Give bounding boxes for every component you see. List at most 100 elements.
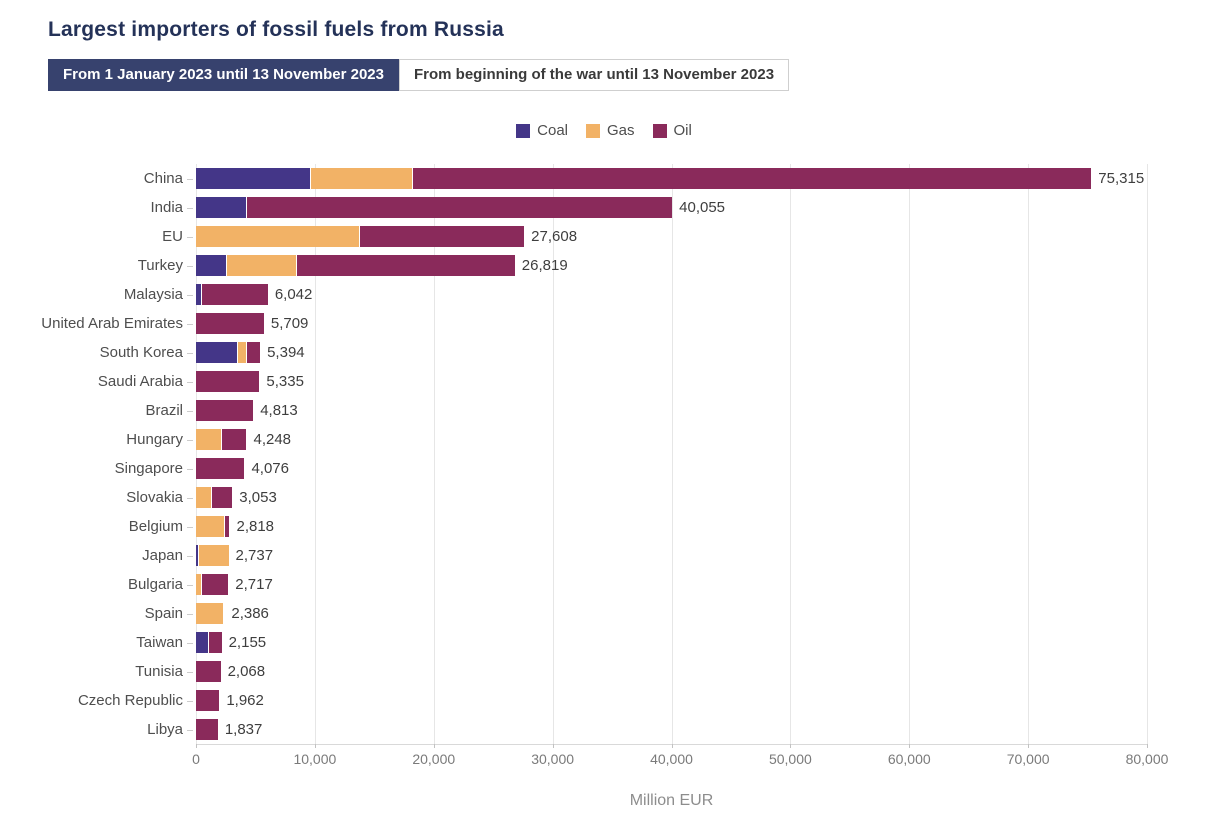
bar-value-label: 4,076 (251, 460, 289, 477)
country-label: Brazil (0, 402, 196, 419)
page-title: Largest importers of fossil fuels from R… (48, 18, 504, 41)
segment-oil (196, 719, 218, 740)
bar-row-bulgaria: Bulgaria 2,717 (0, 570, 1147, 599)
segment-oil (196, 400, 254, 421)
bar-row-china: China 75,315 (0, 164, 1147, 193)
segment-oil (245, 197, 673, 218)
chart-legend: Coal Gas Oil (0, 122, 1208, 139)
stacked-bar-chart: China 75,315 India 40,055 EU 27,608 Turkey 26,8… (0, 164, 1168, 810)
bar-row-singapore: Singapore 4,076 (0, 454, 1147, 483)
bar-value-label: 2,737 (235, 547, 274, 564)
bar-track: 6,042 (196, 284, 1147, 305)
axis-tick-label: 60,000 (887, 751, 931, 767)
stacked-bar (196, 632, 222, 653)
stacked-bar (196, 168, 1092, 189)
page: Largest importers of fossil fuels from R… (0, 18, 1208, 821)
stacked-bar (196, 400, 254, 421)
segment-oil (220, 429, 247, 450)
segment-oil (210, 487, 233, 508)
axis-tick-label: 80,000 (1125, 751, 1169, 767)
axis-tick (196, 744, 197, 748)
country-label: Libya (0, 721, 196, 738)
country-label: India (0, 199, 196, 216)
country-label: Turkey (0, 257, 196, 274)
stacked-bar (196, 313, 264, 334)
segment-oil (224, 516, 230, 537)
segment-oil (196, 371, 260, 392)
stacked-bar (196, 661, 221, 682)
axis-tick-label: 70,000 (1006, 751, 1050, 767)
country-label: EU (0, 228, 196, 245)
axis-tick (1147, 744, 1148, 748)
bar-value-label: 2,717 (235, 576, 273, 593)
bar-track: 1,837 (196, 719, 1147, 740)
bar-track: 1,962 (196, 690, 1147, 711)
stacked-bar (196, 574, 229, 595)
legend-item-gas[interactable]: Gas (586, 122, 635, 139)
country-label: Taiwan (0, 634, 196, 651)
bar-row-turkey: Turkey 26,819 (0, 251, 1147, 280)
country-label: Hungary (0, 431, 196, 448)
country-label: Spain (0, 605, 196, 622)
segment-oil (196, 313, 264, 334)
legend-item-oil[interactable]: Oil (652, 122, 692, 139)
bar-value-label: 1,962 (226, 692, 264, 709)
bar-track: 5,394 (196, 342, 1147, 363)
stacked-bar (196, 545, 229, 566)
segment-oil (358, 226, 525, 247)
segment-oil (196, 661, 221, 682)
segment-coal (196, 545, 199, 566)
legend-label: Gas (607, 122, 635, 139)
stacked-bar (196, 284, 268, 305)
bar-row-japan: Japan 2,737 (0, 541, 1147, 570)
segment-oil (412, 168, 1092, 189)
segment-gas (310, 168, 413, 189)
segment-gas (196, 574, 202, 595)
bar-row-eu: EU 27,608 (0, 222, 1147, 251)
bar-value-label: 3,053 (239, 489, 277, 506)
bar-value-label: 4,813 (260, 402, 298, 419)
stacked-bar (196, 371, 260, 392)
bar-value-label: 2,068 (227, 663, 266, 680)
country-label: China (0, 170, 196, 187)
bar-value-label: 5,335 (266, 373, 304, 390)
segment-coal (196, 255, 226, 276)
segment-gas (237, 342, 247, 363)
axis-tick (671, 744, 673, 748)
segment-oil (207, 632, 222, 653)
tab-period-since-war[interactable]: From beginning of the war until 13 Novem… (398, 59, 790, 91)
bar-row-czech-republic: Czech Republic 1,962 (0, 686, 1147, 715)
country-label: Singapore (0, 460, 196, 477)
axis-tick (314, 744, 316, 748)
segment-coal (196, 168, 311, 189)
axis-tick-label: 20,000 (412, 751, 456, 767)
bar-track: 2,068 (196, 661, 1147, 682)
stacked-bar (196, 690, 220, 711)
bar-row-hungary: Hungary 4,248 (0, 425, 1147, 454)
axis-tick (790, 744, 792, 748)
coal-swatch-icon (516, 123, 531, 138)
bar-row-taiwan: Taiwan 2,155 (0, 628, 1147, 657)
bar-track: 4,813 (196, 400, 1147, 421)
axis-tick-label: 50,000 (768, 751, 812, 767)
bar-track: 2,386 (196, 603, 1147, 624)
bar-value-label: 6,042 (274, 286, 313, 303)
axis-tick (909, 744, 911, 748)
x-axis: 0 10,000 20,000 30,000 40,000 50,000 60,000 70,… (192, 744, 1168, 774)
bar-track: 2,818 (196, 516, 1147, 537)
country-label: Bulgaria (0, 576, 196, 593)
country-label: Saudi Arabia (0, 373, 196, 390)
stacked-bar (196, 458, 245, 479)
axis-tick (552, 744, 554, 748)
tab-period-2023[interactable]: From 1 January 2023 until 13 November 20… (48, 59, 399, 91)
segment-gas (196, 487, 211, 508)
bar-value-label: 40,055 (679, 199, 726, 216)
bar-track: 75,315 (196, 168, 1147, 189)
chart-rows: China 75,315 India 40,055 EU 27,608 Turkey 26,8… (0, 164, 1147, 744)
bar-value-label: 2,386 (231, 605, 269, 622)
bar-value-label: 2,818 (236, 518, 275, 535)
legend-item-coal[interactable]: Coal (516, 122, 568, 139)
stacked-bar (196, 197, 673, 218)
axis-tick-label: 40,000 (650, 751, 693, 767)
stacked-bar (196, 603, 225, 624)
